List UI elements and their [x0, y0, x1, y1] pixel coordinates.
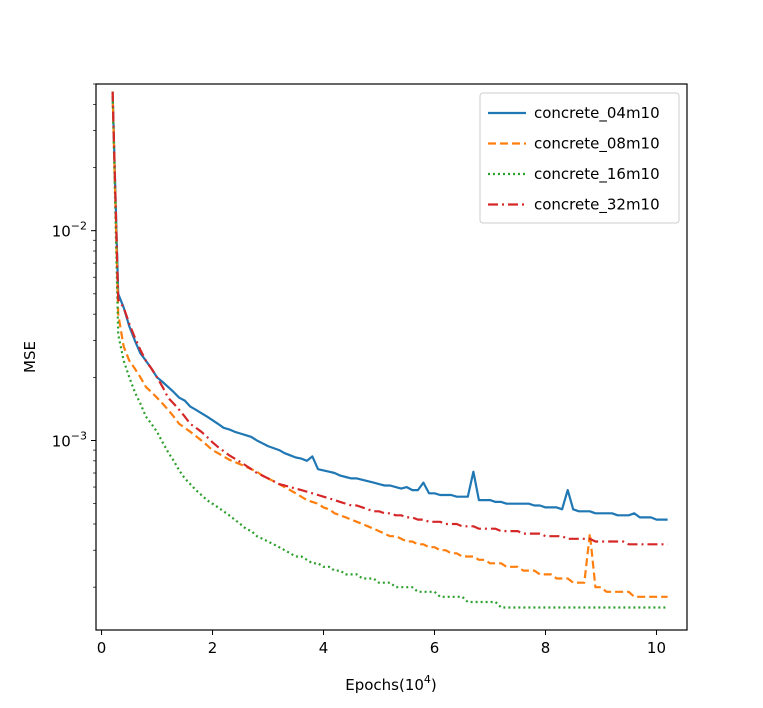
legend-label: concrete_08m10	[534, 135, 660, 154]
series-line-concrete_32m10	[111, 91, 668, 546]
x-tick-label: 0	[97, 639, 107, 657]
y-tick-label: 10−2	[52, 220, 87, 241]
legend-label: concrete_16m10	[534, 165, 660, 184]
series-line-concrete_16m10	[111, 91, 668, 609]
plot-area	[111, 91, 668, 609]
x-tick-label: 6	[430, 639, 440, 657]
x-axis: 0 2 4 6 8 10	[97, 630, 666, 657]
legend-label: concrete_04m10	[534, 104, 660, 123]
series-line-concrete_08m10	[111, 91, 668, 598]
x-tick-label: 8	[541, 639, 551, 657]
y-axis: 10−3 10−2	[52, 83, 96, 588]
legend-label: concrete_32m10	[534, 196, 660, 215]
y-tick-label: 10−3	[52, 430, 87, 451]
legend-box	[479, 92, 680, 224]
x-axis-title: Epochs(104)	[345, 673, 437, 694]
x-tick-label: 10	[647, 639, 666, 657]
axes-frame	[95, 83, 688, 631]
x-tick-label: 4	[319, 639, 329, 657]
x-tick-label: 2	[208, 639, 218, 657]
legend: concrete_04m10 concrete_08m10 concrete_16m…	[479, 92, 680, 224]
y-axis-title: MSE	[21, 341, 39, 373]
series-line-concrete_04m10	[111, 91, 668, 521]
